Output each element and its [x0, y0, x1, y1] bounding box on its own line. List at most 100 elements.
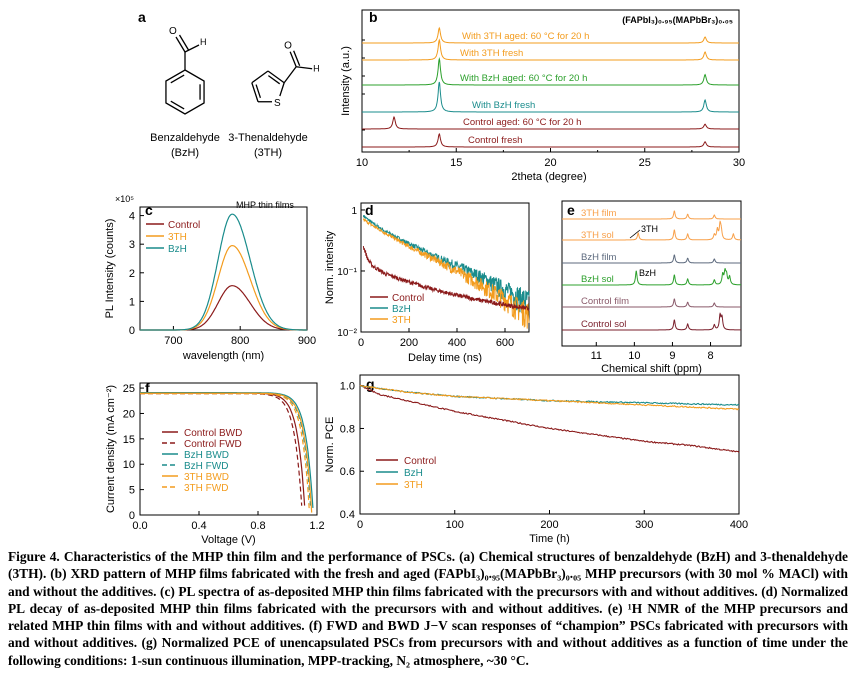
pce-y-tick-label: 0.4 [340, 509, 355, 521]
double-bond [267, 75, 281, 85]
jv-y-tick-label: 15 [123, 434, 135, 446]
bond [175, 36, 186, 53]
pce-legend-label: BzH [404, 468, 423, 479]
nmr-series-label: Control sol [581, 319, 626, 330]
bond [184, 44, 200, 53]
ring-bond [279, 82, 285, 97]
atom-h: H [313, 64, 320, 74]
pl-annotation: MHP thin films [236, 200, 294, 210]
decay-series-line [362, 217, 530, 329]
jv-y-tick-label: 5 [129, 485, 135, 497]
pce-x-tick-label: 0 [357, 519, 363, 531]
xrd-x-tick-label: 30 [733, 157, 745, 169]
panel-label-b: b [369, 9, 378, 25]
xrd-series-line [362, 26, 739, 44]
pl-x-tick-label: 700 [164, 335, 182, 347]
nmr-series-label: 3TH film [581, 208, 616, 219]
bond [283, 66, 297, 84]
pl-series-line [140, 213, 307, 331]
mol2-abbr: (3TH) [254, 147, 282, 159]
xrd-series-line [362, 38, 739, 61]
nmr-series-line [562, 220, 741, 241]
nmr-series-line [562, 312, 741, 331]
xrd-series-label: With BzH fresh [472, 100, 535, 111]
decay-y-tick-label: 10⁻¹ [337, 267, 357, 278]
pl-series-line [140, 244, 307, 331]
nmr-series-line [562, 298, 741, 308]
panel-label-g: g [366, 376, 375, 392]
atom-h: H [200, 37, 207, 47]
panel-label-f: f [145, 380, 150, 396]
pce-legend-label: Control [404, 456, 436, 467]
jv-y-tick-label: 0 [129, 510, 135, 522]
double-bond [255, 84, 262, 99]
jv-legend-label: 3TH BWD [184, 472, 229, 483]
xrd-x-tick-label: 20 [544, 157, 556, 169]
nmr-annotation-3th: 3TH [641, 224, 658, 234]
decay-x-tick-label: 600 [496, 337, 514, 349]
pce-x-tick-label: 100 [446, 519, 464, 531]
pce-legend-label: 3TH [404, 480, 423, 491]
nmr-series-label: BzH film [581, 252, 616, 263]
bond [289, 51, 297, 67]
xrd-ylabel: Intensity (a.u.) [340, 46, 352, 116]
pl-y-tick-label: 4 [129, 211, 135, 223]
pce-xlabel: Time (h) [529, 533, 570, 545]
mol1-abbr: (BzH) [171, 147, 199, 159]
jv-legend-label: BzH FWD [184, 461, 228, 472]
benzaldehyde-structure: OH [165, 26, 207, 115]
pl-y-tick-label: 3 [129, 239, 135, 251]
ring-bond [251, 70, 269, 84]
pl-x-tick-label: 800 [231, 335, 249, 347]
nmr-frame [561, 200, 742, 347]
decay-xlabel: Delay time (ns) [408, 352, 482, 364]
pl-legend-label: BzH [168, 244, 187, 255]
xrd-series-label: With BzH aged: 60 °C for 20 h [460, 73, 587, 84]
jv-x-tick-label: 1.2 [309, 520, 324, 532]
decay-legend-label: 3TH [392, 315, 411, 326]
jv-legend-label: BzH BWD [184, 450, 229, 461]
jv-ylabel: Current density (mA cm⁻²) [105, 385, 117, 513]
jv-legend-label: Control FWD [184, 439, 242, 450]
decay-x-tick-label: 0 [358, 337, 364, 349]
jv-x-tick-label: 0.4 [191, 520, 206, 532]
ring-bond [267, 70, 285, 84]
decay-y-tick-label: 10⁻² [337, 328, 357, 339]
jv-frame [139, 382, 318, 516]
nmr-xlabel: Chemical shift (ppm) [601, 363, 702, 375]
xrd-x-tick-label: 25 [639, 157, 651, 169]
pl-ylabel: PL Intensity (counts) [104, 219, 116, 319]
decay-series-line [362, 246, 530, 311]
pl-y-tick-label: 1 [129, 296, 135, 308]
pce-y-tick-label: 0.8 [340, 423, 355, 435]
pce-series-line [359, 384, 740, 453]
xrd-series-label: With 3TH fresh [460, 48, 523, 59]
nmr-x-tick-label: 11 [591, 350, 602, 362]
decay-x-tick-label: 200 [400, 337, 418, 349]
decay-legend-label: BzH [392, 304, 411, 315]
double-bond [170, 100, 185, 110]
nmr-series-label: BzH sol [581, 274, 614, 285]
jv-y-tick-label: 10 [123, 459, 135, 471]
jv-x-tick-label: 0.8 [250, 520, 265, 532]
pl-series-line [140, 285, 307, 331]
figure-panels: aOHBenzaldehyde(BzH)SOH3-Thenaldehyde(3T… [104, 9, 748, 546]
panel-label-e: e [567, 202, 575, 218]
jv-legend-label: 3TH FWD [184, 483, 228, 494]
nmr-series-line [562, 210, 741, 220]
decay-frame [360, 202, 530, 333]
caption-body: (a) Chemical structures of benzaldehyde … [8, 549, 848, 668]
xrd-series-line [362, 115, 739, 130]
xrd-xlabel: 2theta (degree) [511, 171, 586, 183]
caption-lead: Figure 4. Characteristics of the MHP thi… [8, 549, 456, 564]
nmr-series-label: 3TH sol [581, 230, 614, 241]
xrd-series-label: Control aged: 60 °C for 20 h [463, 117, 581, 128]
double-bond [178, 34, 190, 51]
pce-ylabel: Norm. PCE [324, 417, 336, 473]
pl-y-tick-label: 2 [129, 268, 135, 280]
pl-y-tick-label: 0 [129, 325, 135, 337]
pl-legend-label: Control [168, 220, 200, 231]
xrd-title: (FAPbI₃)₀.₉₅(MAPbBr₃)₀.₀₅ [622, 15, 733, 25]
xrd-series-line [362, 81, 739, 113]
pl-frame [139, 206, 308, 331]
